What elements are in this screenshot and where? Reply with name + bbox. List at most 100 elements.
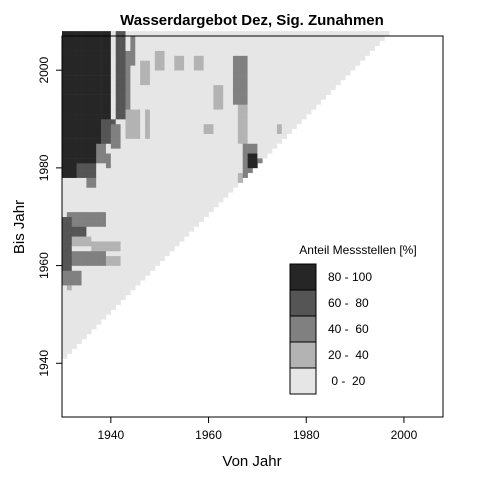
heatmap-cell	[105, 109, 112, 115]
heatmap-cell	[164, 211, 170, 218]
heatmap-cell	[96, 31, 102, 37]
heatmap-cell	[286, 89, 292, 95]
heatmap-cell	[140, 94, 146, 100]
heatmap-cell	[81, 163, 87, 169]
heatmap-cell	[276, 45, 283, 51]
heatmap-cell	[198, 148, 204, 154]
heatmap-cell	[115, 172, 121, 178]
heatmap-cell	[91, 221, 97, 227]
heatmap-cell	[169, 246, 175, 252]
heatmap-cell	[62, 114, 68, 120]
heatmap-cell	[232, 133, 239, 139]
heatmap-cell	[208, 31, 214, 37]
heatmap-cell	[120, 75, 126, 81]
heatmap-cell	[184, 104, 190, 110]
heatmap-cell	[86, 324, 92, 330]
heatmap-cell	[62, 221, 68, 227]
heatmap-cell	[135, 241, 141, 247]
heatmap-cell	[184, 153, 190, 159]
heatmap-cell	[149, 231, 156, 237]
heatmap-cell	[76, 236, 82, 242]
heatmap-cell	[110, 265, 117, 271]
heatmap-cell	[96, 109, 102, 115]
heatmap-cell	[81, 128, 87, 134]
heatmap-cell	[71, 133, 77, 139]
heatmap-cell	[218, 143, 224, 149]
heatmap-cell	[257, 36, 263, 42]
heatmap-cell	[125, 290, 131, 296]
heatmap-cell	[252, 36, 258, 42]
heatmap-cell	[62, 353, 68, 359]
heatmap-cell	[71, 128, 77, 134]
heatmap-cell	[135, 226, 141, 232]
heatmap-cell	[105, 163, 112, 169]
heatmap-cell	[179, 192, 185, 198]
heatmap-cell	[252, 148, 258, 154]
heatmap-cell	[355, 50, 361, 56]
heatmap-cell	[91, 206, 97, 213]
heatmap-cell	[237, 109, 244, 115]
heatmap-cell	[296, 36, 302, 42]
heatmap-cell	[218, 167, 224, 174]
heatmap-cell	[149, 211, 156, 218]
heatmap-cell	[276, 50, 283, 56]
heatmap-cell	[101, 45, 107, 51]
heatmap-cell	[159, 250, 165, 257]
heatmap-cell	[184, 221, 190, 227]
heatmap-cell	[281, 114, 287, 120]
heatmap-cell	[301, 104, 307, 110]
heatmap-cell	[81, 75, 87, 81]
heatmap-cell	[330, 40, 336, 47]
heatmap-cell	[174, 158, 180, 164]
heatmap-cell	[208, 94, 214, 100]
heatmap-cell	[135, 177, 141, 183]
heatmap-cell	[149, 65, 156, 71]
heatmap-cell	[101, 31, 107, 37]
heatmap-cell	[140, 265, 146, 271]
heatmap-cell	[86, 104, 92, 110]
heatmap-cell	[330, 36, 336, 42]
heatmap-cell	[198, 153, 204, 159]
heatmap-cell	[125, 187, 131, 193]
heatmap-cell	[184, 138, 190, 144]
heatmap-cell	[218, 138, 224, 144]
heatmap-cell	[66, 294, 73, 301]
heatmap-cell	[286, 36, 292, 42]
heatmap-cell	[257, 79, 263, 86]
heatmap-cell	[130, 158, 136, 164]
heatmap-cell	[110, 221, 117, 227]
heatmap-cell	[189, 50, 195, 56]
heatmap-cell	[71, 114, 77, 120]
heatmap-cell	[81, 182, 87, 188]
heatmap-cell	[130, 60, 136, 66]
heatmap-cell	[213, 60, 219, 66]
heatmap-cell	[291, 31, 297, 37]
heatmap-cell	[101, 79, 107, 86]
heatmap-cell	[193, 70, 200, 76]
heatmap-cell	[149, 133, 156, 139]
heatmap-cell	[154, 138, 160, 144]
heatmap-cell	[364, 45, 371, 51]
heatmap-cell	[164, 231, 170, 237]
heatmap-cell	[193, 128, 200, 134]
heatmap-cell	[276, 104, 283, 110]
heatmap-cell	[71, 314, 77, 320]
heatmap-cell	[62, 119, 68, 125]
heatmap-cell	[228, 148, 234, 154]
heatmap-cell	[154, 31, 160, 37]
heatmap-cell	[101, 109, 107, 115]
heatmap-cell	[140, 177, 146, 183]
heatmap-cell	[96, 94, 102, 100]
heatmap-cell	[179, 109, 185, 115]
heatmap-cell	[276, 79, 283, 86]
heatmap-cell	[179, 143, 185, 149]
legend-swatch	[289, 289, 317, 317]
heatmap-cell	[149, 187, 156, 193]
heatmap-cell	[120, 206, 126, 213]
heatmap-cell	[242, 65, 248, 71]
heatmap-cell	[66, 270, 73, 276]
heatmap-cell	[115, 182, 121, 188]
heatmap-cell	[66, 187, 73, 193]
heatmap-cell	[76, 143, 82, 149]
